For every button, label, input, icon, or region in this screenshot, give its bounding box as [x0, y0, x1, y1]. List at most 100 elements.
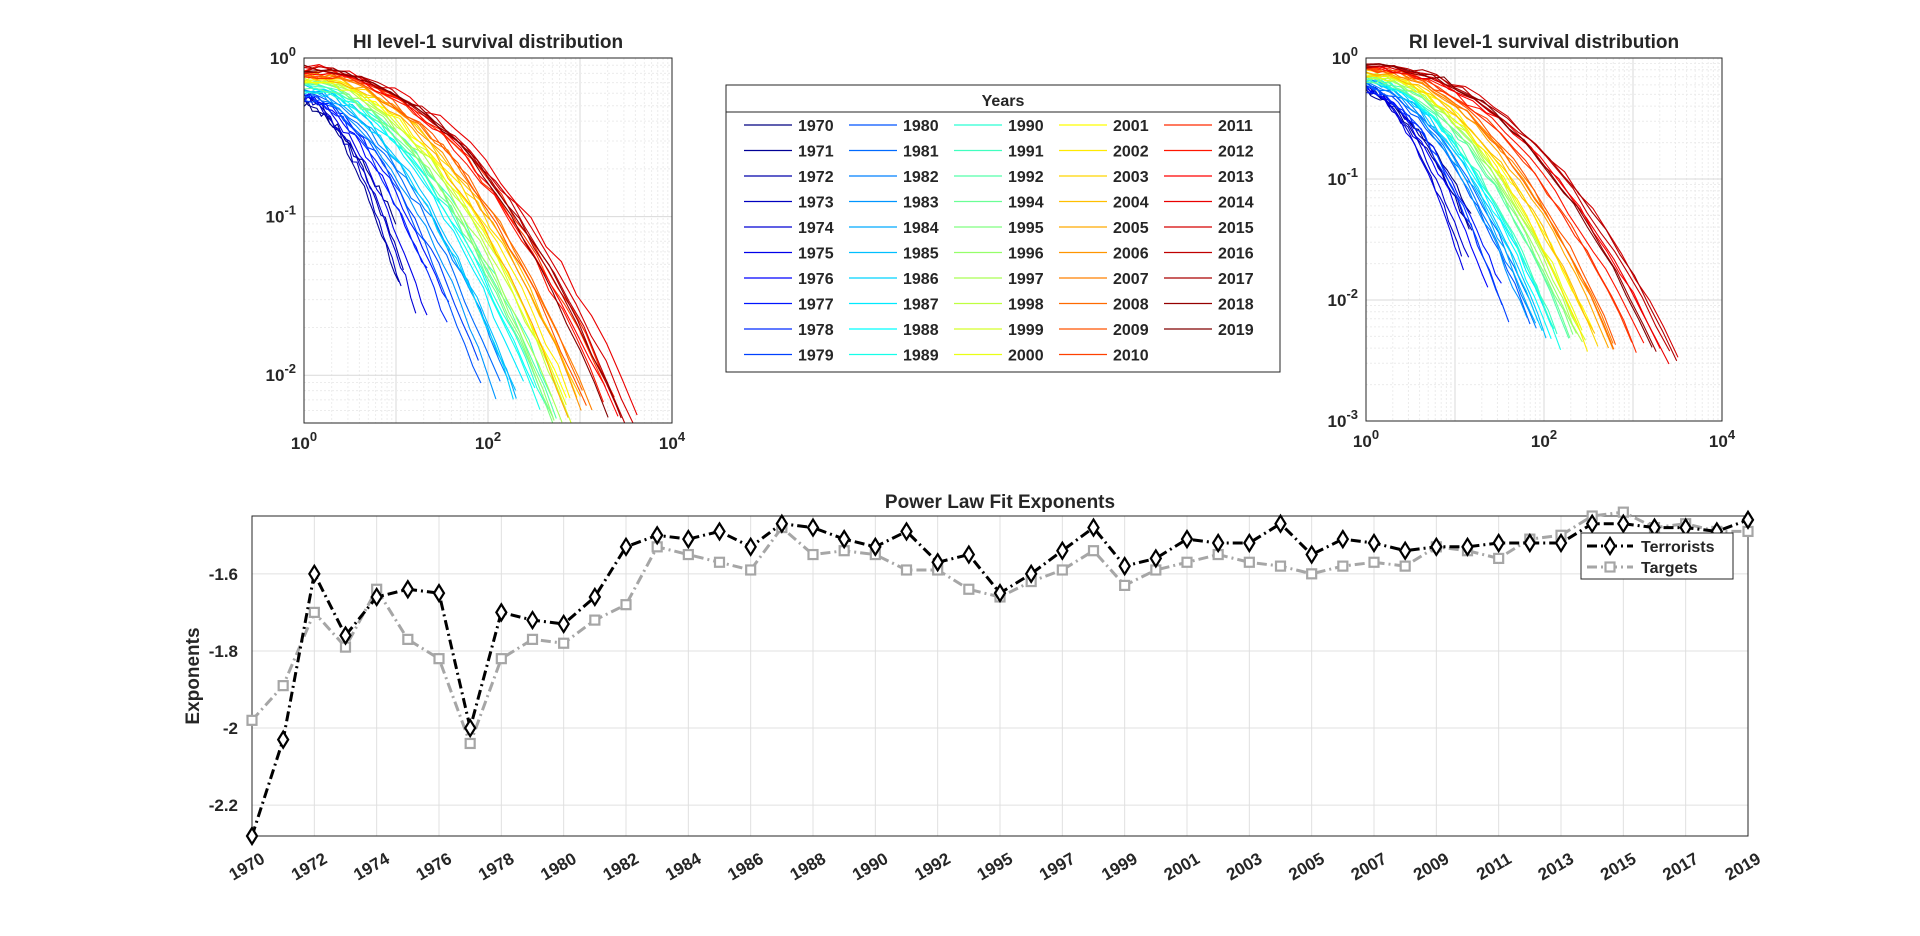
exponents-x-tick-label: 1972	[288, 849, 330, 884]
legend-label-1999: 1999	[1008, 322, 1044, 339]
exponents-x-tick-label: 1978	[475, 849, 517, 884]
panel0-curve-1971	[304, 98, 400, 283]
exponents-x-tick-label: 2009	[1410, 849, 1452, 884]
point-terrorists-1998	[1087, 517, 1100, 538]
exponents-x-tick-label: 1980	[537, 849, 579, 884]
panel1-curve-2000	[1366, 72, 1583, 331]
years-legend-title: Years	[982, 93, 1025, 110]
panel0-curve-2004	[304, 70, 581, 397]
panel0-curve-1975	[304, 93, 428, 316]
legend-label-2007: 2007	[1113, 271, 1149, 288]
legend-label-1996: 1996	[1008, 246, 1044, 263]
panel0-curve-1985	[304, 84, 517, 391]
legend-label-1980: 1980	[903, 118, 939, 135]
legend-label-2012: 2012	[1218, 144, 1254, 161]
point-terrorists-1999	[1118, 556, 1131, 577]
point-targets-1976	[433, 653, 445, 665]
legend-label-1988: 1988	[903, 322, 939, 339]
legend-label-1985: 1985	[903, 246, 939, 263]
years-legend-box	[725, 84, 1281, 373]
point-terrorists-2015	[1617, 513, 1630, 534]
point-terrorists-2010	[1461, 536, 1474, 557]
panel1-axes-box	[1365, 57, 1723, 422]
panel1-curve-1977	[1366, 92, 1502, 284]
panel1-curve-1981	[1366, 82, 1539, 321]
point-terrorists-1972	[308, 563, 321, 584]
point-terrorists-2003	[1243, 532, 1256, 554]
legend-label-2008: 2008	[1113, 297, 1149, 314]
point-targets-2011	[1493, 552, 1505, 565]
point-targets-2003	[1243, 556, 1255, 568]
point-targets-1981	[589, 614, 601, 626]
panel1-curve-2019	[1366, 63, 1653, 348]
legend-label-terrorists: Terrorists	[1641, 539, 1715, 556]
exponents-x-tick-label: 2013	[1535, 849, 1577, 884]
point-terrorists-2000	[1149, 548, 1163, 569]
point-terrorists-1992	[931, 552, 944, 573]
point-targets-2006	[1337, 560, 1349, 572]
panel1-curve-2014	[1366, 65, 1670, 365]
point-terrorists-2002	[1211, 532, 1225, 554]
panel0-curve-1979	[304, 99, 479, 361]
legend-label-2003: 2003	[1113, 169, 1149, 186]
legend-label-1986: 1986	[903, 271, 939, 288]
panel0-x-tick-label: 100	[291, 429, 317, 453]
exponents-x-tick-label: 2007	[1348, 849, 1390, 884]
legend-label-1995: 1995	[1008, 220, 1044, 237]
exponents-x-tick-label: 1974	[350, 849, 393, 885]
legend-label-1970: 1970	[798, 118, 834, 135]
point-terrorists-1977	[463, 717, 477, 739]
point-terrorists-1987	[775, 513, 789, 534]
legend-label-1983: 1983	[903, 195, 939, 212]
panel1-y-tick-label: 10-2	[1328, 286, 1358, 310]
exponents-x-tick-label: 1992	[911, 849, 953, 884]
panel0-curve-1977	[304, 94, 450, 303]
point-terrorists-1986	[744, 536, 757, 557]
panel0-curve-2019	[304, 69, 609, 418]
exponents-x-tick-label: 1995	[974, 849, 1016, 884]
panel1-x-tick-label: 102	[1531, 427, 1557, 451]
point-terrorists-2009	[1430, 536, 1443, 557]
point-targets-1982	[620, 599, 632, 611]
panel1-curve-2011	[1366, 67, 1637, 353]
exponents-x-tick-label: 1986	[724, 849, 766, 884]
exponents-x-tick-label: 1988	[787, 849, 829, 884]
point-targets-1985	[713, 556, 726, 568]
panel1-curve-1994	[1366, 78, 1571, 339]
panel1-curve-1997	[1366, 73, 1583, 343]
legend-label-2000: 2000	[1008, 348, 1044, 365]
panel0-curve-2005	[304, 70, 569, 418]
panel1-curves	[1366, 63, 1679, 365]
exponents-x-tick-label: 1984	[662, 849, 705, 885]
legend-label-1992: 1992	[1008, 169, 1044, 186]
legend-label-2011: 2011	[1218, 118, 1253, 135]
legend-label-2015: 2015	[1218, 220, 1254, 237]
point-targets-1979	[526, 633, 539, 645]
exponents-x-tick-label: 1976	[413, 849, 455, 884]
legend-label-1982: 1982	[903, 169, 939, 186]
point-terrorists-1976	[432, 583, 446, 604]
panel0-curve-2007	[304, 69, 593, 411]
legend-label-1977: 1977	[798, 297, 834, 314]
legend-label-1976: 1976	[798, 271, 834, 288]
point-terrorists-1989	[837, 529, 851, 550]
point-targets-1997	[1056, 564, 1068, 576]
legend-label-1984: 1984	[903, 220, 939, 237]
exponents-x-tick-label: 1970	[226, 849, 268, 884]
point-terrorists-1971	[276, 729, 290, 750]
point-terrorists-1983	[650, 525, 664, 546]
point-terrorists-2011	[1492, 532, 1505, 554]
legend-label-targets: Targets	[1641, 560, 1698, 577]
panel0-curve-1996	[304, 79, 555, 421]
exponents-x-tick-label: 2019	[1722, 849, 1764, 884]
legend-label-1997: 1997	[1008, 271, 1044, 288]
point-terrorists-1970	[245, 825, 259, 847]
exponents-y-tick-label: -1.8	[209, 642, 238, 661]
panel0-curve-2003	[304, 73, 578, 398]
panel0-axes-box	[303, 57, 673, 424]
legend-label-1978: 1978	[798, 322, 834, 339]
point-terrorists-2004	[1274, 513, 1287, 534]
legend-label-1994: 1994	[1008, 195, 1044, 212]
panel0-curve-1992	[304, 82, 557, 419]
panel1-curve-1990	[1366, 76, 1555, 330]
